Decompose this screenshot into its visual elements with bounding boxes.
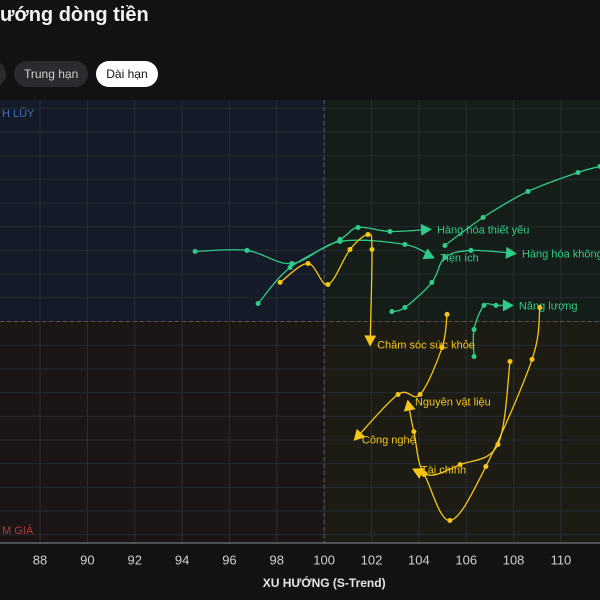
x-tick-label: 104 bbox=[408, 552, 430, 567]
quadrant-bg bbox=[0, 321, 325, 543]
trail-point bbox=[325, 282, 331, 288]
quadrant-bg bbox=[0, 100, 325, 322]
series-label: Hàng hóa thiết yếu bbox=[437, 224, 529, 236]
page-title: ướng dòng tiền bbox=[0, 4, 149, 26]
x-tick-label: 88 bbox=[33, 552, 47, 567]
trail-head bbox=[420, 223, 432, 236]
trail-point bbox=[507, 359, 513, 365]
trail-point bbox=[387, 228, 393, 234]
trail-point bbox=[277, 279, 283, 285]
series-label: Tiện ích bbox=[440, 252, 479, 264]
series-label: Công nghệ bbox=[362, 434, 416, 446]
x-tick-label: 96 bbox=[222, 552, 236, 567]
quadrant-label: M GIÁ bbox=[2, 524, 34, 537]
trail-line bbox=[257, 226, 431, 304]
trail-point bbox=[402, 305, 408, 311]
series-label: Nguyên vật liệu bbox=[415, 396, 491, 408]
trail-point bbox=[468, 247, 474, 253]
trail-point bbox=[347, 246, 353, 252]
trail-point bbox=[442, 242, 448, 248]
tab[interactable]: Dài hạn bbox=[96, 61, 158, 87]
series-label: Chăm sóc sức khỏe bbox=[377, 339, 475, 351]
trail-point bbox=[481, 302, 487, 308]
trail-point bbox=[429, 279, 435, 285]
x-axis-label: XU HƯỚNG (S-Trend) bbox=[263, 575, 386, 590]
x-tick-label: 94 bbox=[175, 552, 189, 567]
trail-point bbox=[244, 247, 250, 253]
trail-point bbox=[395, 391, 401, 397]
trail-head bbox=[502, 299, 514, 312]
trail-point bbox=[597, 163, 600, 169]
tab[interactable] bbox=[0, 61, 6, 87]
trail-point bbox=[255, 300, 261, 306]
quadrant-label: H LŨY bbox=[2, 107, 35, 120]
trail-point bbox=[355, 224, 361, 230]
x-tick-label: 98 bbox=[270, 552, 284, 567]
series-label: Hàng hóa không bbox=[522, 248, 600, 260]
trail-head bbox=[353, 428, 366, 441]
series-label: Tài chính bbox=[421, 464, 466, 476]
trail-line bbox=[195, 239, 434, 265]
trail-head bbox=[505, 246, 517, 259]
quadrant-bg bbox=[324, 100, 600, 322]
trail-point bbox=[444, 311, 450, 317]
trail-head bbox=[364, 335, 377, 347]
x-tick-label: 100 bbox=[313, 552, 335, 567]
trail-head bbox=[412, 468, 425, 479]
x-tick-label: 92 bbox=[127, 552, 141, 567]
trail-point bbox=[402, 242, 408, 248]
trail-point bbox=[389, 309, 395, 315]
trail-point bbox=[289, 260, 295, 266]
trail-point bbox=[287, 264, 293, 270]
tab-bar: Trung hạn Dài hạn bbox=[0, 61, 158, 87]
trail-point bbox=[471, 327, 477, 333]
x-tick-label: 108 bbox=[503, 552, 525, 567]
x-tick-label: 90 bbox=[80, 552, 94, 567]
trail-point bbox=[421, 472, 427, 478]
trail-point bbox=[411, 429, 417, 435]
x-tick-label: 106 bbox=[455, 552, 477, 567]
trail-head bbox=[422, 248, 435, 260]
trail-point bbox=[337, 238, 343, 244]
trail-point bbox=[447, 517, 453, 523]
trail-point bbox=[457, 462, 463, 468]
trail-point bbox=[525, 188, 531, 194]
tab[interactable]: Trung hạn bbox=[14, 61, 89, 87]
trail-point bbox=[480, 215, 486, 221]
x-tick-label: 102 bbox=[361, 552, 383, 567]
trail-point bbox=[192, 248, 198, 254]
trail-point bbox=[305, 260, 311, 266]
trail-point bbox=[537, 305, 543, 311]
trail-point bbox=[369, 246, 375, 252]
series-label: Năng lượng bbox=[519, 300, 578, 312]
trail-point bbox=[575, 169, 581, 175]
quadrant-bg bbox=[324, 321, 600, 543]
x-tick-label: 110 bbox=[551, 552, 572, 567]
trail-point bbox=[529, 356, 535, 362]
trail-point bbox=[365, 232, 371, 238]
trail-point bbox=[483, 463, 489, 469]
trail-point bbox=[417, 391, 423, 397]
trail-point bbox=[493, 302, 499, 308]
trail-point bbox=[442, 255, 448, 261]
trail-head bbox=[403, 399, 416, 412]
trail-point bbox=[471, 354, 477, 360]
trail-point bbox=[439, 345, 445, 351]
